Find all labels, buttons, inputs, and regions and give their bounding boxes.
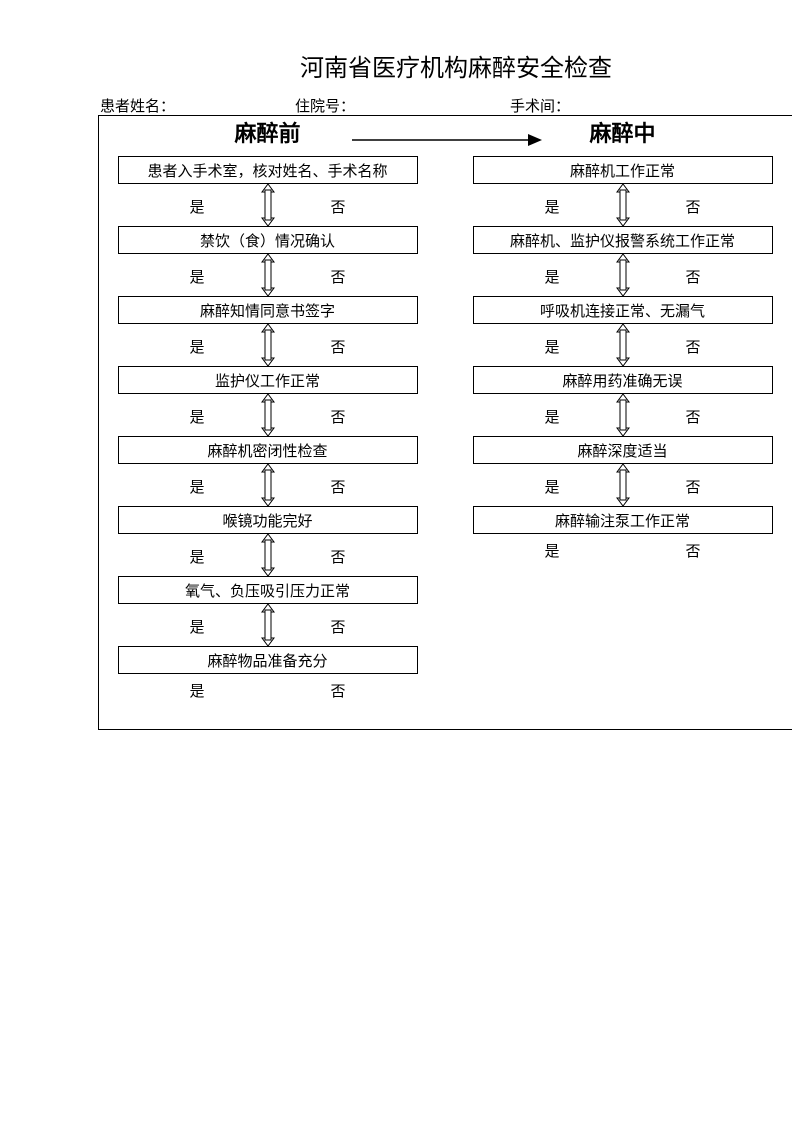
- yes-no-row: 是否: [118, 254, 418, 296]
- yes-no-row: 是否: [473, 464, 773, 506]
- yes-label: 是: [545, 476, 560, 497]
- yes-no-row: 是否: [118, 184, 418, 226]
- yes-label: 是: [190, 616, 205, 637]
- column-during-anesthesia: 麻醉中 麻醉机工作正常是否麻醉机、监护仪报警系统工作正常是否呼吸机连接正常、无漏…: [455, 118, 790, 704]
- check-item-box: 麻醉用药准确无误: [473, 366, 773, 394]
- double-arrow-icon: [261, 464, 275, 506]
- yes-no-row: 是否: [118, 324, 418, 366]
- no-label: 否: [685, 266, 700, 287]
- yes-no-row: 是否: [118, 674, 418, 704]
- columns-container: 麻醉前 患者入手术室，核对姓名、手术名称是否禁饮（食）情况确认是否麻醉知情同意书…: [100, 118, 790, 704]
- check-item-box: 麻醉机密闭性检查: [118, 436, 418, 464]
- operating-room-label: 手术间：: [510, 95, 690, 116]
- check-item-box: 麻醉输注泵工作正常: [473, 506, 773, 534]
- col-title-right: 麻醉中: [589, 120, 655, 148]
- yes-no-row: 是否: [473, 184, 773, 226]
- no-label: 否: [330, 196, 345, 217]
- check-item-box: 氧气、负压吸引压力正常: [118, 576, 418, 604]
- yes-label: 是: [190, 336, 205, 357]
- yes-label: 是: [190, 196, 205, 217]
- check-item-box: 麻醉物品准备充分: [118, 646, 418, 674]
- yes-label: 是: [545, 266, 560, 287]
- yes-no-row: 是否: [473, 534, 773, 564]
- double-arrow-icon: [261, 254, 275, 296]
- no-label: 否: [685, 406, 700, 427]
- yes-label: 是: [545, 336, 560, 357]
- no-label: 否: [685, 476, 700, 497]
- no-label: 否: [685, 196, 700, 217]
- yes-no-row: 是否: [118, 604, 418, 646]
- yes-no-row: 是否: [473, 324, 773, 366]
- double-arrow-icon: [616, 324, 630, 366]
- no-label: 否: [685, 540, 700, 561]
- no-label: 否: [330, 266, 345, 287]
- yes-label: 是: [545, 540, 560, 561]
- check-item-box: 麻醉深度适当: [473, 436, 773, 464]
- check-item-box: 患者入手术室，核对姓名、手术名称: [118, 156, 418, 184]
- yes-no-row: 是否: [473, 394, 773, 436]
- double-arrow-icon: [261, 534, 275, 576]
- no-label: 否: [330, 616, 345, 637]
- yes-no-row: 是否: [118, 394, 418, 436]
- no-label: 否: [330, 476, 345, 497]
- yes-label: 是: [545, 406, 560, 427]
- yes-label: 是: [190, 680, 205, 701]
- check-item-box: 呼吸机连接正常、无漏气: [473, 296, 773, 324]
- yes-no-row: 是否: [473, 254, 773, 296]
- no-label: 否: [330, 336, 345, 357]
- check-item-box: 禁饮（食）情况确认: [118, 226, 418, 254]
- patient-info-row: 患者姓名： 住院号： 手术间：: [100, 95, 690, 116]
- col-title-left: 麻醉前: [234, 120, 300, 148]
- double-arrow-icon: [616, 394, 630, 436]
- double-arrow-icon: [261, 184, 275, 226]
- double-arrow-icon: [616, 254, 630, 296]
- yes-label: 是: [190, 266, 205, 287]
- no-label: 否: [330, 680, 345, 701]
- double-arrow-icon: [261, 604, 275, 646]
- admission-number-label: 住院号：: [295, 95, 510, 116]
- page-title: 河南省医疗机构麻醉安全检查: [300, 48, 612, 83]
- no-label: 否: [330, 406, 345, 427]
- patient-name-label: 患者姓名：: [100, 95, 295, 116]
- yes-label: 是: [190, 546, 205, 567]
- double-arrow-icon: [261, 394, 275, 436]
- check-item-box: 麻醉机工作正常: [473, 156, 773, 184]
- double-arrow-icon: [261, 324, 275, 366]
- double-arrow-icon: [616, 184, 630, 226]
- yes-label: 是: [545, 196, 560, 217]
- column-before-anesthesia: 麻醉前 患者入手术室，核对姓名、手术名称是否禁饮（食）情况确认是否麻醉知情同意书…: [100, 118, 435, 704]
- double-arrow-icon: [616, 464, 630, 506]
- yes-label: 是: [190, 406, 205, 427]
- no-label: 否: [685, 336, 700, 357]
- no-label: 否: [330, 546, 345, 567]
- yes-label: 是: [190, 476, 205, 497]
- check-item-box: 麻醉知情同意书签字: [118, 296, 418, 324]
- check-item-box: 监护仪工作正常: [118, 366, 418, 394]
- yes-no-row: 是否: [118, 534, 418, 576]
- check-item-box: 喉镜功能完好: [118, 506, 418, 534]
- check-item-box: 麻醉机、监护仪报警系统工作正常: [473, 226, 773, 254]
- yes-no-row: 是否: [118, 464, 418, 506]
